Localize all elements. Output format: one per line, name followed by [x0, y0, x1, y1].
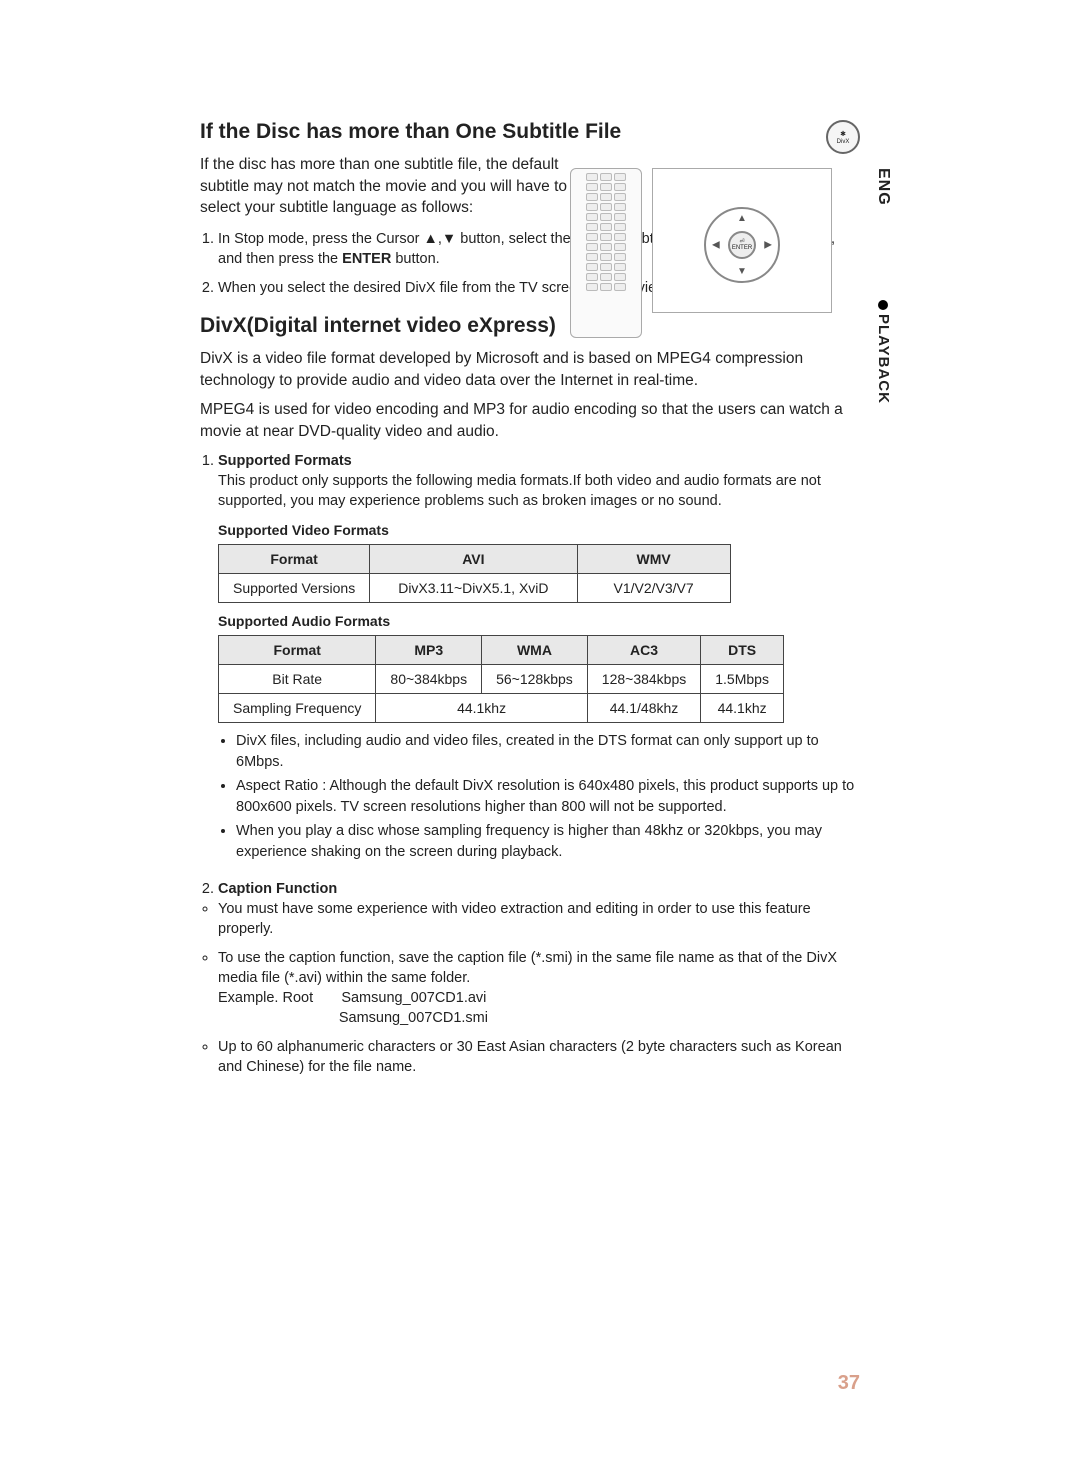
side-section-label: PLAYBACK	[875, 314, 892, 404]
caption-function-item: Caption Function You must have some expe…	[218, 879, 860, 1078]
page-content: ✱ DivX ENG PLAYBACK If the Disc has more…	[0, 0, 1080, 1145]
th-wma: WMA	[482, 635, 588, 664]
supported-formats-item: Supported Formats This product only supp…	[218, 451, 860, 512]
td-sf-dts: 44.1khz	[701, 693, 784, 722]
dpad-left-icon: ◀	[712, 240, 720, 251]
th-mp3: MP3	[376, 635, 482, 664]
table-row: Format AVI WMV	[219, 544, 731, 573]
side-section-tab: PLAYBACK	[875, 300, 892, 404]
table-row: Bit Rate 80~384kbps 56~128kbps 128~384kb…	[219, 664, 784, 693]
td-sf-label: Sampling Frequency	[219, 693, 376, 722]
note-1: DivX files, including audio and video fi…	[236, 731, 860, 773]
enter-keyword: ENTER	[342, 251, 391, 267]
remote-figure: ▲ ▼ ◀ ▶ ⏎ ENTER	[570, 168, 840, 338]
divx-para1: DivX is a video file format developed by…	[200, 348, 860, 391]
side-lang-tab: ENG	[874, 168, 892, 206]
th-wmv: WMV	[577, 544, 730, 573]
td-mp3-br: 80~384kbps	[376, 664, 482, 693]
caption-b2-text: To use the caption function, save the ca…	[218, 950, 837, 986]
th-ac3: AC3	[587, 635, 700, 664]
side-dot-icon	[878, 300, 888, 310]
td-avi: DivX3.11~DivX5.1, XviD	[370, 573, 577, 602]
th-format: Format	[219, 544, 370, 573]
example-file1: Samsung_007CD1.avi	[341, 990, 486, 1006]
subtitle-intro: If the disc has more than one subtitle f…	[200, 154, 570, 219]
td-dts-br: 1.5Mbps	[701, 664, 784, 693]
page-number: 37	[838, 1372, 860, 1395]
td-versions-label: Supported Versions	[219, 573, 370, 602]
dpad-ring: ▲ ▼ ◀ ▶ ⏎ ENTER	[704, 207, 780, 283]
format-notes: DivX files, including audio and video fi…	[200, 731, 860, 863]
divx-para2: MPEG4 is used for video encoding and MP3…	[200, 399, 860, 442]
divx-badge-icon: ✱ DivX	[826, 120, 860, 154]
enter-label: ENTER	[732, 245, 752, 251]
audio-formats-table: Format MP3 WMA AC3 DTS Bit Rate 80~384kb…	[218, 635, 784, 723]
th-dts: DTS	[701, 635, 784, 664]
dpad-down-icon: ▼	[737, 266, 747, 277]
table-row: Sampling Frequency 44.1khz 44.1/48khz 44…	[219, 693, 784, 722]
subtitle-heading: If the Disc has more than One Subtitle F…	[200, 120, 860, 144]
supported-formats-heading: Supported Formats	[218, 453, 352, 469]
td-wmv: V1/V2/V3/V7	[577, 573, 730, 602]
badge-symbol: ✱	[840, 130, 846, 138]
example-file2: Samsung_007CD1.smi	[339, 1010, 488, 1026]
example-label: Example. Root	[218, 990, 313, 1006]
dpad-up-icon: ▲	[737, 213, 747, 224]
dpad-enter-button: ⏎ ENTER	[728, 231, 756, 259]
th-avi: AVI	[370, 544, 577, 573]
step1-c: button.	[391, 251, 439, 267]
remote-outline-small	[570, 168, 642, 338]
note-3: When you play a disc whose sampling freq…	[236, 821, 860, 863]
divx-sections-list: Supported Formats This product only supp…	[200, 451, 860, 512]
caption-bullets: You must have some experience with video…	[218, 899, 860, 1077]
video-formats-heading: Supported Video Formats	[218, 522, 860, 538]
table-row: Supported Versions DivX3.11~DivX5.1, Xvi…	[219, 573, 731, 602]
caption-b2: To use the caption function, save the ca…	[218, 948, 860, 1029]
table-row: Format MP3 WMA AC3 DTS	[219, 635, 784, 664]
td-sf-ac3: 44.1/48khz	[587, 693, 700, 722]
badge-label: DivX	[837, 139, 850, 145]
dpad-right-icon: ▶	[764, 240, 772, 251]
audio-formats-heading: Supported Audio Formats	[218, 613, 860, 629]
caption-section-list: Caption Function You must have some expe…	[200, 879, 860, 1078]
remote-button-grid	[571, 169, 641, 297]
caption-b3: Up to 60 alphanumeric characters or 30 E…	[218, 1037, 860, 1078]
caption-b1: You must have some experience with video…	[218, 899, 860, 940]
td-ac3-br: 128~384kbps	[587, 664, 700, 693]
remote-dpad-closeup: ▲ ▼ ◀ ▶ ⏎ ENTER	[652, 168, 832, 313]
th-format: Format	[219, 635, 376, 664]
supported-intro: This product only supports the following…	[218, 473, 821, 509]
caption-heading: Caption Function	[218, 881, 337, 897]
video-formats-table: Format AVI WMV Supported Versions DivX3.…	[218, 544, 731, 603]
td-wma-br: 56~128kbps	[482, 664, 588, 693]
td-bitrate-label: Bit Rate	[219, 664, 376, 693]
note-2: Aspect Ratio : Although the default DivX…	[236, 776, 860, 818]
td-sf-merged: 44.1khz	[376, 693, 587, 722]
